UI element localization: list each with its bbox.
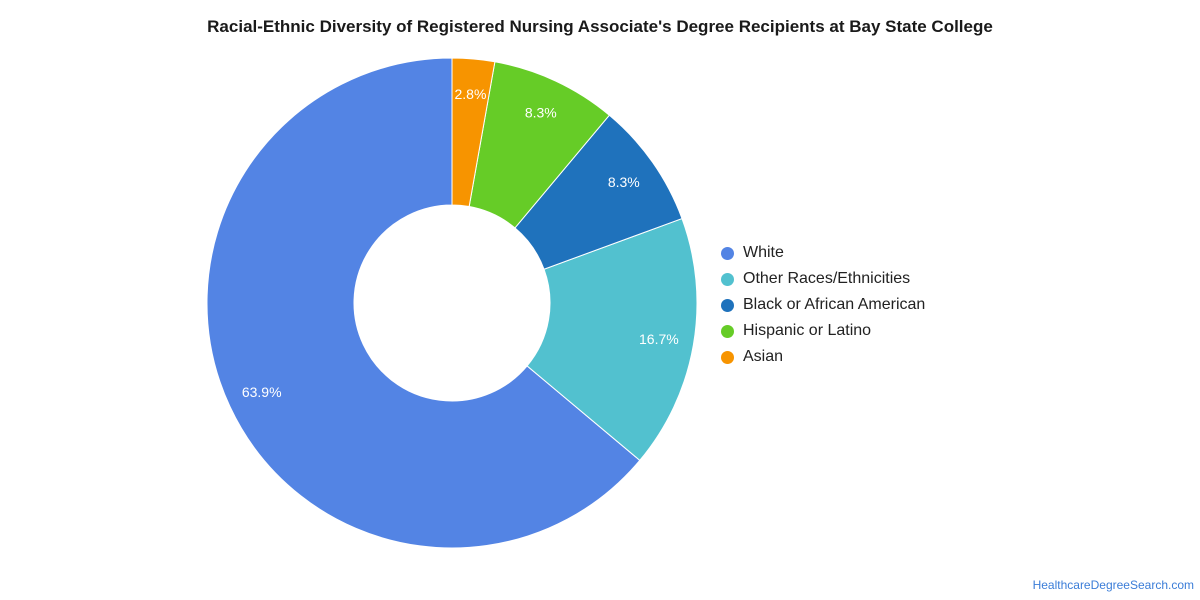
legend-swatch-icon: [721, 246, 734, 260]
donut-slice-labels: 63.9% 16.7% 8.3% 8.3% 2.8%: [242, 86, 679, 400]
legend-label: Hispanic or Latino: [743, 322, 872, 339]
legend-label: Black or African American: [743, 296, 926, 313]
slice-value-label: 2.8%: [454, 86, 486, 102]
donut-slice-black-or-african-american[interactable]: [514, 114, 683, 270]
slice-value-label: 63.9%: [242, 384, 282, 400]
legend-swatch-icon: [721, 298, 734, 312]
legend-swatch-icon: [721, 272, 734, 286]
donut-slice-asian[interactable]: [451, 57, 496, 208]
donut-slices: [206, 57, 698, 549]
donut-slice-hispanic-or-latino[interactable]: [468, 61, 611, 229]
legend-label: White: [743, 244, 784, 261]
donut-slice-white[interactable]: [206, 57, 641, 549]
legend-label: Other Races/Ethnicities: [743, 270, 911, 287]
source-link[interactable]: HealthcareDegreeSearch.com: [1032, 578, 1194, 592]
legend-item[interactable]: Asian: [721, 344, 925, 370]
slice-value-label: 16.7%: [639, 331, 679, 347]
legend-item[interactable]: Hispanic or Latino: [721, 318, 925, 344]
chart-title: Racial-Ethnic Diversity of Registered Nu…: [207, 17, 993, 36]
legend-item[interactable]: Black or African American: [721, 292, 925, 318]
slice-value-label: 8.3%: [608, 174, 640, 190]
slice-value-label: 8.3%: [525, 105, 557, 121]
legend-label: Asian: [743, 348, 784, 365]
legend-swatch-icon: [721, 350, 734, 364]
chart-legend: White Other Races/Ethnicities Black or Afr…: [721, 240, 925, 370]
legend-item[interactable]: Other Races/Ethnicities: [721, 266, 925, 292]
donut-slice-other-races-ethnicities[interactable]: [526, 217, 698, 462]
legend-item[interactable]: White: [721, 240, 925, 266]
legend-swatch-icon: [721, 324, 734, 338]
